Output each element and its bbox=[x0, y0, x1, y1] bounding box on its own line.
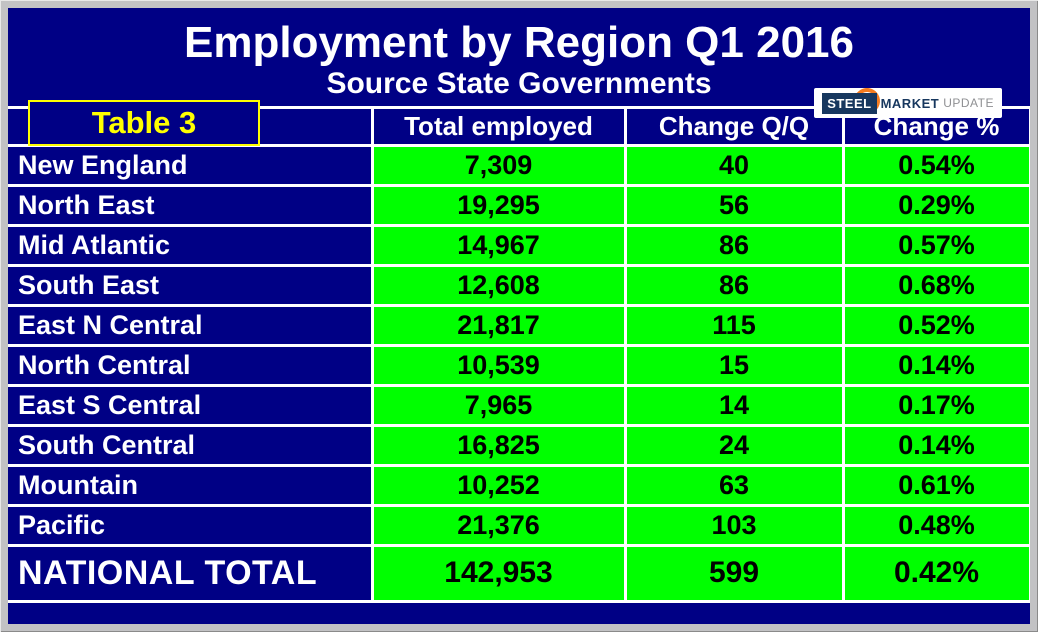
national-total-change-value: 599 bbox=[623, 543, 845, 603]
total-employed-value: 7,965 bbox=[370, 383, 627, 427]
region-label: South Central bbox=[8, 423, 374, 467]
change-qq-value: 40 bbox=[623, 143, 845, 187]
change-pct-value: 0.54% bbox=[841, 143, 1030, 187]
change-qq-value: 63 bbox=[623, 463, 845, 507]
change-pct-value: 0.29% bbox=[841, 183, 1030, 227]
table-number-text: Table 3 bbox=[91, 105, 197, 140]
table-row: New England 7,309 40 0.54% bbox=[8, 143, 1030, 187]
slide-background: Employment by Region Q1 2016 Source Stat… bbox=[8, 8, 1030, 624]
change-pct-value: 0.48% bbox=[841, 503, 1030, 547]
employment-table: Total employed Change Q/Q Change % New E… bbox=[8, 105, 1030, 603]
change-pct-value: 0.57% bbox=[841, 223, 1030, 267]
change-qq-value: 14 bbox=[623, 383, 845, 427]
table-row: East N Central 21,817 115 0.52% bbox=[8, 303, 1030, 347]
region-label: Mountain bbox=[8, 463, 374, 507]
change-pct-value: 0.14% bbox=[841, 423, 1030, 467]
total-employed-value: 10,539 bbox=[370, 343, 627, 387]
change-pct-value: 0.52% bbox=[841, 303, 1030, 347]
logo-steel-text: STEEL bbox=[822, 92, 877, 114]
region-label: New England bbox=[8, 143, 374, 187]
col-header-change-qq: Change Q/Q bbox=[623, 105, 845, 147]
change-qq-value: 15 bbox=[623, 343, 845, 387]
change-qq-value: 86 bbox=[623, 263, 845, 307]
change-qq-value: 24 bbox=[623, 423, 845, 467]
total-employed-value: 16,825 bbox=[370, 423, 627, 467]
national-total-pct-value: 0.42% bbox=[841, 543, 1030, 603]
smu-logo: STEEL MARKET UPDATE bbox=[814, 82, 1002, 120]
table-row: North East 19,295 56 0.29% bbox=[8, 183, 1030, 227]
table-row: East S Central 7,965 14 0.17% bbox=[8, 383, 1030, 427]
table-number-label: Table 3 bbox=[28, 100, 260, 146]
total-employed-value: 12,608 bbox=[370, 263, 627, 307]
logo-update-text: UPDATE bbox=[943, 96, 994, 110]
region-label: North Central bbox=[8, 343, 374, 387]
table-row: North Central 10,539 15 0.14% bbox=[8, 343, 1030, 387]
region-label: Pacific bbox=[8, 503, 374, 547]
table-row: South East 12,608 86 0.68% bbox=[8, 263, 1030, 307]
change-qq-value: 86 bbox=[623, 223, 845, 267]
change-pct-value: 0.61% bbox=[841, 463, 1030, 507]
change-qq-value: 56 bbox=[623, 183, 845, 227]
table-row: South Central 16,825 24 0.14% bbox=[8, 423, 1030, 467]
region-label: East N Central bbox=[8, 303, 374, 347]
national-total-employed-value: 142,953 bbox=[370, 543, 627, 603]
region-label: East S Central bbox=[8, 383, 374, 427]
change-qq-value: 115 bbox=[623, 303, 845, 347]
table-row: Pacific 21,376 103 0.48% bbox=[8, 503, 1030, 547]
total-employed-value: 14,967 bbox=[370, 223, 627, 267]
total-employed-value: 10,252 bbox=[370, 463, 627, 507]
total-employed-value: 21,376 bbox=[370, 503, 627, 547]
total-employed-value: 19,295 bbox=[370, 183, 627, 227]
page-subtitle: Source State Governments bbox=[326, 67, 712, 101]
col-header-total-employed: Total employed bbox=[370, 105, 627, 147]
national-total-row: NATIONAL TOTAL 142,953 599 0.42% bbox=[8, 543, 1030, 603]
total-employed-value: 7,309 bbox=[370, 143, 627, 187]
change-qq-value: 103 bbox=[623, 503, 845, 547]
region-label: South East bbox=[8, 263, 374, 307]
table-row: Mid Atlantic 14,967 86 0.57% bbox=[8, 223, 1030, 267]
national-total-label: NATIONAL TOTAL bbox=[8, 543, 374, 603]
region-label: Mid Atlantic bbox=[8, 223, 374, 267]
page-title: Employment by Region Q1 2016 bbox=[184, 18, 854, 67]
change-pct-value: 0.14% bbox=[841, 343, 1030, 387]
change-pct-value: 0.17% bbox=[841, 383, 1030, 427]
region-label: North East bbox=[8, 183, 374, 227]
header-row: Total employed Change Q/Q Change % bbox=[8, 105, 1030, 147]
total-employed-value: 21,817 bbox=[370, 303, 627, 347]
logo-market-text: MARKET bbox=[880, 95, 940, 111]
table-row: Mountain 10,252 63 0.61% bbox=[8, 463, 1030, 507]
change-pct-value: 0.68% bbox=[841, 263, 1030, 307]
